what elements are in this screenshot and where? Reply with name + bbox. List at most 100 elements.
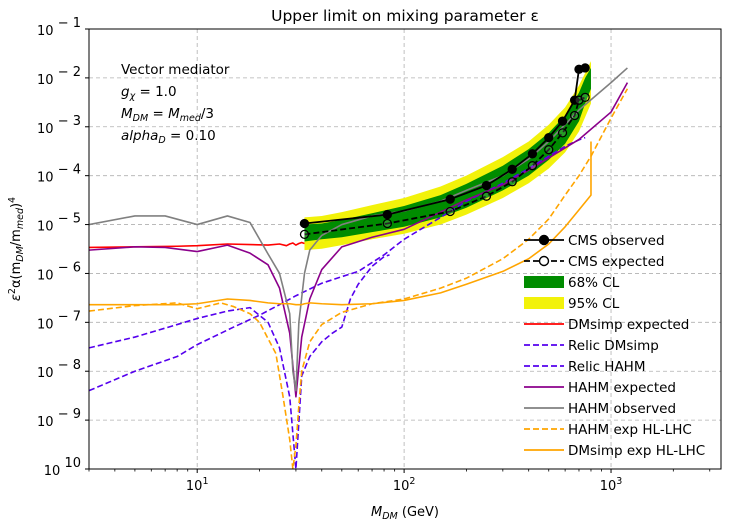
series-line-dmsimp-exp-hl-lhc: [89, 141, 592, 306]
legend-label: Relic DMsimp: [568, 338, 659, 354]
data-point-cms-expected: [544, 145, 554, 155]
legend-label: DMsimp exp HL-LHC: [568, 443, 705, 459]
legend-entry-hahm-exp-hl-lhc: HAHM exp HL-LHC: [524, 422, 692, 438]
data-point-cms-expected: [445, 206, 455, 217]
legend-label: 95% CL: [568, 296, 620, 312]
y-tick-exponent: − 9: [54, 407, 81, 422]
x-tick-base: 10: [600, 479, 617, 494]
x-tick-base: 10: [393, 479, 410, 494]
annotation-segment: /3: [201, 106, 214, 122]
annotation-segment: med: [180, 113, 202, 124]
data-point-cms-expected: [527, 161, 538, 171]
annotation-segment: χ: [129, 91, 136, 102]
y-tick-exponent: − 2: [54, 65, 81, 80]
x-axis-label: MDM (GeV): [371, 505, 439, 522]
legend-entry-hahm-observed: HAHM observed: [524, 401, 676, 417]
annotation-segment: D: [158, 135, 165, 146]
y-tick-label: 10 − 9: [37, 407, 81, 430]
y-tick-base: 10: [37, 220, 54, 235]
data-point-cms-expected: [382, 218, 393, 229]
data-point-cms-expected: [557, 128, 568, 138]
y-tick-base: 10: [37, 171, 54, 186]
annotation-segment: alpha: [121, 128, 158, 144]
annotation-segment: M: [121, 106, 133, 122]
data-point-cms-observed: [382, 209, 393, 220]
series-line-relic-dmsimp: [89, 254, 390, 469]
annotation-segment: Vector mediator: [121, 62, 230, 78]
series-line-hahm-expected: [89, 82, 629, 398]
y-tick-exponent: − 4: [54, 163, 81, 178]
data-point-cms-observed: [299, 218, 310, 229]
annotation-line: alphaD = 0.10: [121, 128, 216, 146]
y-tick-exponent: − 7: [54, 309, 81, 324]
series-line-cms-expected: [304, 96, 586, 236]
y-tick-label: 10 − 5: [37, 212, 81, 235]
axes-frame: [88, 28, 722, 470]
y-tick-base: 10: [37, 24, 54, 39]
series-line-hahm-observed: [89, 67, 628, 392]
legend-label: CMS expected: [568, 254, 664, 270]
data-point-cms-expected: [481, 191, 492, 201]
y-label-paren: ): [9, 203, 24, 208]
chart-title: Upper limit on mixing parameter ε: [271, 7, 539, 25]
y-tick-base: 10: [44, 464, 61, 479]
series-line-dmsimp-expected: [89, 241, 305, 249]
legend: CMS observed CMS expected 68% CL 95% CL DMsi…: [524, 233, 705, 459]
legend-entry-cms-expected: CMS expected: [524, 254, 664, 270]
legend-entry-dmsimp-expected: DMsimp expected: [524, 317, 689, 333]
legend-entry-dmsimp-exp-hl-lhc: DMsimp exp HL-LHC: [524, 443, 705, 459]
annotation-line: Vector mediator: [121, 62, 230, 78]
y-tick-base: 10: [37, 415, 54, 430]
annotation-segment: = 0.10: [166, 128, 216, 144]
x-tick-exponent: 1: [202, 476, 208, 487]
plot-area: [89, 61, 629, 469]
y-tick-base: 10: [37, 317, 54, 332]
y-tick-exponent: − 8: [54, 358, 81, 373]
x-tick-exponent: 3: [616, 476, 622, 487]
x-label-symbol: M: [371, 505, 382, 520]
legend-swatch: [524, 276, 564, 288]
x-label-subscript: DM: [382, 511, 398, 522]
legend-entry-cms-observed: CMS observed: [524, 233, 665, 249]
y-tick-label: 10 − 4: [37, 163, 81, 186]
y-label-power: 4: [7, 197, 18, 203]
legend-label: HAHM expected: [568, 380, 676, 396]
y-tick-label: 10 10: [44, 456, 81, 479]
x-tick-base: 10: [186, 479, 203, 494]
data-point-cms-expected: [299, 229, 310, 240]
data-point-cms-observed: [580, 63, 590, 73]
legend-marker: [538, 234, 550, 246]
y-tick-label: 10 − 2: [37, 65, 81, 88]
data-point-cms-observed: [507, 164, 517, 174]
annotation-segment: g: [121, 84, 130, 100]
data-point-cms-expected: [569, 110, 580, 121]
legend-label: CMS observed: [568, 233, 665, 249]
x-tick-label: 101: [186, 476, 209, 494]
data-point-cms-observed: [527, 149, 538, 159]
legend-label: DMsimp expected: [568, 317, 689, 333]
y-tick-base: 10: [37, 268, 54, 283]
legend-swatch: [524, 297, 564, 309]
y-tick-exponent: − 3: [54, 114, 81, 129]
legend-marker: [538, 255, 550, 267]
x-tick-label: 102: [393, 476, 416, 494]
data-point-cms-observed: [445, 194, 455, 204]
x-tick-exponent: 2: [409, 476, 415, 487]
legend-label: 68% CL: [568, 275, 620, 291]
y-label-subscript-dm: DM: [15, 246, 26, 262]
data-point-cms-expected: [580, 92, 590, 102]
y-tick-exponent: − 1: [54, 16, 81, 31]
x-tick-label: 103: [600, 476, 623, 494]
legend-label: HAHM observed: [568, 401, 676, 417]
data-point-cms-observed: [481, 180, 492, 191]
data-point-cms-observed: [544, 132, 554, 143]
legend-entry-relic-hahm: Relic HAHM: [524, 359, 645, 375]
y-label-superscript: 2: [7, 288, 18, 294]
y-tick-label: 10 − 8: [37, 358, 81, 381]
y-tick-label: 10 − 6: [37, 260, 81, 283]
series-line-relic-hahm: [89, 136, 586, 392]
y-tick-label: 10 − 1: [37, 16, 81, 39]
